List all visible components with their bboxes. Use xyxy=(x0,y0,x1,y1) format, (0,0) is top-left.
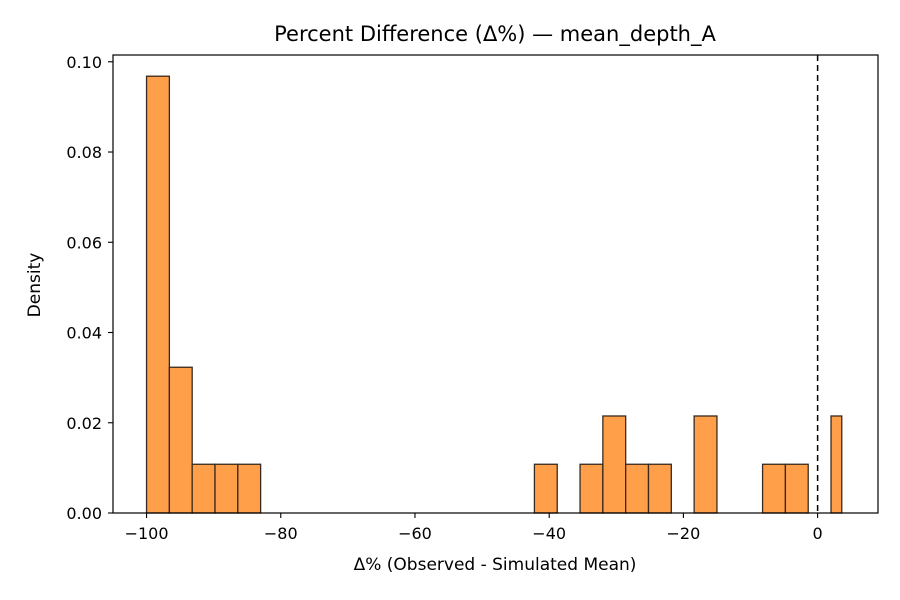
histogram-bar xyxy=(693,415,718,514)
chart-title: Percent Difference (Δ%) — mean_depth_A xyxy=(274,22,716,47)
histogram-bar xyxy=(214,463,239,514)
x-tick-label: 0 xyxy=(813,524,823,543)
x-tick-label: −20 xyxy=(667,524,701,543)
histogram-bar xyxy=(647,463,672,514)
x-tick-label: −60 xyxy=(398,524,432,543)
histogram-bar xyxy=(168,366,193,514)
histogram-bar xyxy=(579,463,604,514)
x-tick-label: −100 xyxy=(125,524,169,543)
histogram-bar xyxy=(602,415,627,514)
x-tick-label: −40 xyxy=(532,524,566,543)
y-tick-label: 0.10 xyxy=(66,53,102,72)
y-tick-label: 0.06 xyxy=(66,233,102,252)
x-axis-ticks: −100 −80 −60 −40 −20 0 xyxy=(125,513,823,543)
histogram-bar xyxy=(784,463,809,514)
x-axis-label: Δ% (Observed - Simulated Mean) xyxy=(354,555,637,575)
histogram-bar xyxy=(761,463,787,514)
histogram-bar xyxy=(830,415,843,514)
histogram-bar xyxy=(237,463,262,514)
histogram-bar xyxy=(625,463,650,514)
histogram-bar xyxy=(145,75,171,514)
y-tick-label: 0.04 xyxy=(66,324,102,343)
y-axis-label: Density xyxy=(25,253,45,318)
y-tick-label: 0.00 xyxy=(66,504,102,523)
histogram-bar xyxy=(191,463,216,514)
y-axis-ticks: 0.00 0.02 0.04 0.06 0.08 0.10 xyxy=(66,53,113,523)
histogram-bar xyxy=(533,463,558,514)
bars-group xyxy=(145,75,843,514)
x-tick-label: −80 xyxy=(264,524,298,543)
plot-frame xyxy=(112,54,879,514)
y-tick-label: 0.08 xyxy=(66,143,102,162)
y-tick-label: 0.02 xyxy=(66,414,102,433)
